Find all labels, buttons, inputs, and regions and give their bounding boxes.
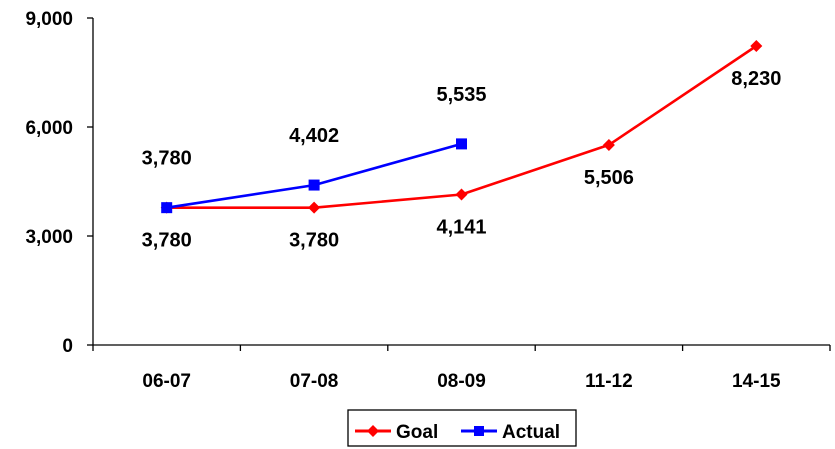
data-label-goal: 3,780: [142, 230, 192, 252]
data-label-goal: 5,506: [584, 167, 634, 189]
legend-goal-label: Goal: [396, 422, 438, 443]
legend-actual-marker: [474, 426, 484, 436]
series-line-goal: [166, 44, 758, 209]
legend-box: [347, 409, 577, 447]
data-label-actual: 3,780: [142, 148, 192, 170]
x-tick-label: 14-15: [732, 371, 781, 392]
y-tick-label: 9,000: [25, 9, 73, 30]
data-label-goal: 8,230: [731, 68, 781, 90]
legend-goal-marker: [367, 425, 379, 437]
data-label-actual: 5,535: [436, 84, 486, 106]
data-point-goal: [308, 201, 321, 214]
data-label-actual: 4,402: [289, 125, 339, 147]
legend: Goal Actual: [347, 409, 577, 447]
y-tick-label: 0: [62, 336, 73, 357]
data-labels: 3,780 3,780 4,141 5,506 8,230 3,780 4,402 5,535: [142, 68, 782, 252]
chart-axes: 0 3,000 6,000 9,000 06-07 07-08 08-09 11-12 14-1…: [25, 9, 831, 392]
x-tick-label: 06-07: [142, 371, 191, 392]
data-point-actual: [308, 179, 320, 191]
data-point-goal: [455, 188, 468, 201]
series-lines: [160, 39, 763, 214]
y-tick-label: 6,000: [25, 118, 73, 139]
data-point-actual: [456, 138, 467, 150]
data-label-goal: 4,141: [436, 217, 486, 239]
y-tick-label: 3,000: [25, 227, 73, 248]
legend-actual-label: Actual: [502, 422, 560, 443]
data-point-goal: [750, 39, 763, 52]
data-label-goal: 3,780: [289, 230, 339, 252]
data-point-actual: [161, 202, 173, 214]
x-tick-label: 08-09: [437, 371, 486, 392]
data-point-goal: [602, 138, 615, 151]
x-tick-label: 07-08: [290, 371, 339, 392]
x-tick-label: 11-12: [585, 371, 633, 392]
